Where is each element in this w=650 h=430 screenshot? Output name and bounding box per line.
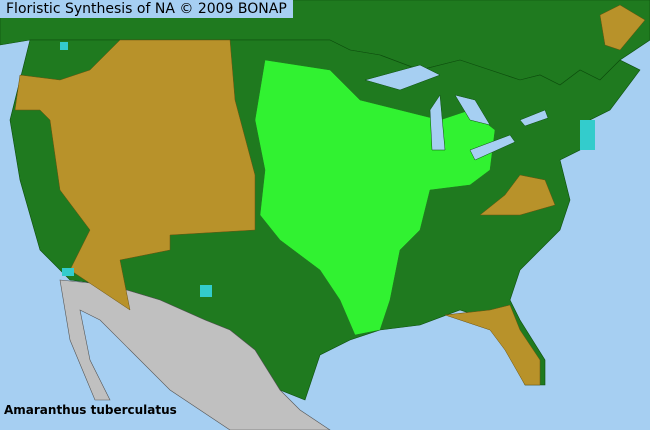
map-title: Floristic Synthesis of NA © 2009 BONAP	[0, 0, 293, 18]
rare-counties	[60, 42, 595, 297]
great-lakes	[364, 64, 549, 161]
western-absent-region	[14, 39, 256, 311]
county-wa	[60, 42, 68, 50]
maine-absent-region	[599, 4, 646, 51]
county-ca	[62, 268, 74, 276]
county-ne	[580, 120, 595, 150]
mexico-region	[59, 279, 331, 430]
species-name: Amaranthus tuberculatus	[4, 403, 177, 417]
florida-absent-region	[444, 304, 541, 386]
county-nm	[200, 285, 212, 297]
virginia-absent-region	[479, 174, 556, 216]
